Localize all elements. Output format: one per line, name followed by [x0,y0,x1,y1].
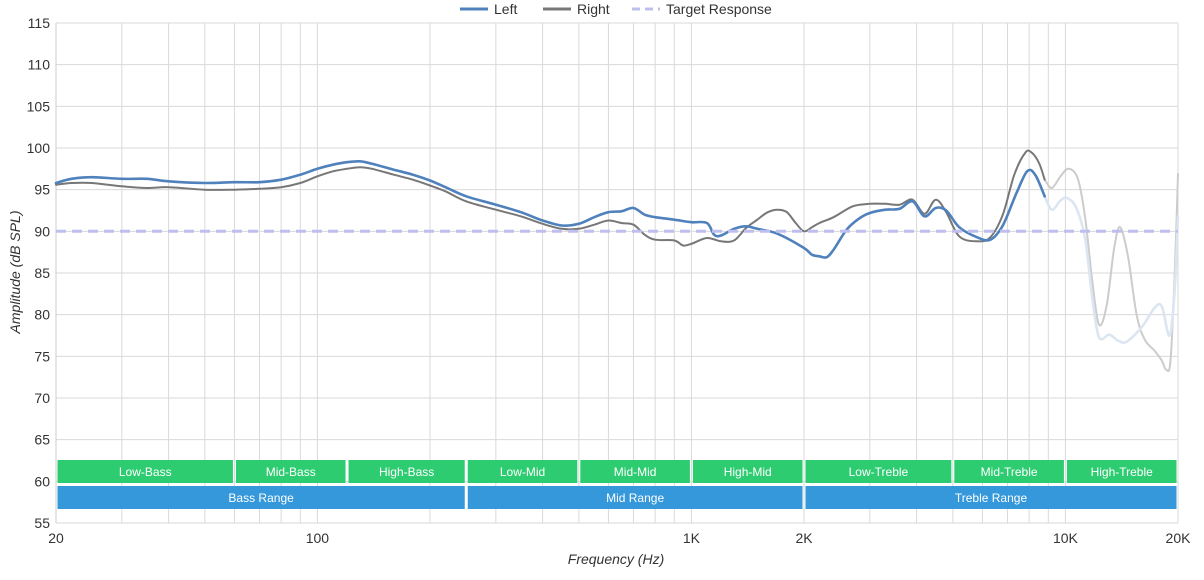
range-band [805,486,1177,509]
axis-ticks: 55 60 65 70 75 80 85 90 95 100 105 110 115 20 100 1K 2K 1… [27,15,1191,546]
sub-band [467,460,578,483]
sub-band [805,460,952,483]
y-tick-label: 60 [34,473,50,489]
y-axis-label: Amplitude (dB SPL) [7,211,23,335]
legend: Left Right Target Response [460,1,772,17]
x-tick-label: 1K [683,530,701,546]
sub-band-label: Mid-Bass [266,465,316,479]
y-tick-label: 85 [34,265,50,281]
y-tick-label: 110 [28,57,51,73]
left-series-line [54,159,1046,259]
y-tick-label: 100 [27,140,51,156]
sub-band [580,460,690,483]
range-band [57,486,465,509]
y-tick-label: 95 [34,182,50,198]
sub-band-label: High-Mid [724,465,772,479]
y-tick-label: 90 [34,223,50,239]
sub-band [692,460,803,483]
grid [55,22,1179,524]
x-axis-label: Frequency (Hz) [568,551,664,567]
sub-band [348,460,465,483]
y-tick-label: 65 [34,432,50,448]
right-series-line [55,149,1046,247]
y-tick-label: 75 [34,348,50,364]
sub-band-label: Mid-Mid [614,465,657,479]
y-tick-label: 115 [28,15,51,31]
frequency-bands: Low-Bass Mid-Bass High-Bass Low-Mid Mid-Mid H… [57,460,1177,509]
x-tick-label: 20K [1166,530,1192,546]
sub-band-label: Low-Treble [849,465,909,479]
sub-band-label: High-Bass [379,465,434,479]
sub-band-label: Mid-Treble [981,465,1038,479]
left-series-line [1043,195,1180,344]
legend-label: Right [577,1,610,17]
sub-band [954,460,1064,483]
sub-band [1066,460,1177,483]
sub-band [57,460,233,483]
range-band-label: Treble Range [955,491,1028,505]
sub-band-label: Low-Bass [119,465,172,479]
y-tick-label: 55 [34,515,50,531]
sub-band-label: High-Treble [1091,465,1154,479]
range-band-label: Mid Range [606,491,664,505]
x-tick-label: 10K [1053,530,1079,546]
legend-label: Left [494,1,517,17]
y-tick-label: 80 [34,307,50,323]
x-tick-label: 20 [48,530,64,546]
y-tick-label: 105 [27,98,51,114]
legend-label: Target Response [666,1,772,17]
y-tick-label: 70 [34,390,50,406]
right-series-line [1043,167,1179,373]
range-band [467,486,803,509]
x-tick-label: 2K [795,530,813,546]
series-lines [54,149,1180,373]
range-band-label: Bass Range [228,491,294,505]
sub-band-label: Low-Mid [500,465,545,479]
x-tick-label: 100 [306,530,330,546]
sub-band [235,460,346,483]
